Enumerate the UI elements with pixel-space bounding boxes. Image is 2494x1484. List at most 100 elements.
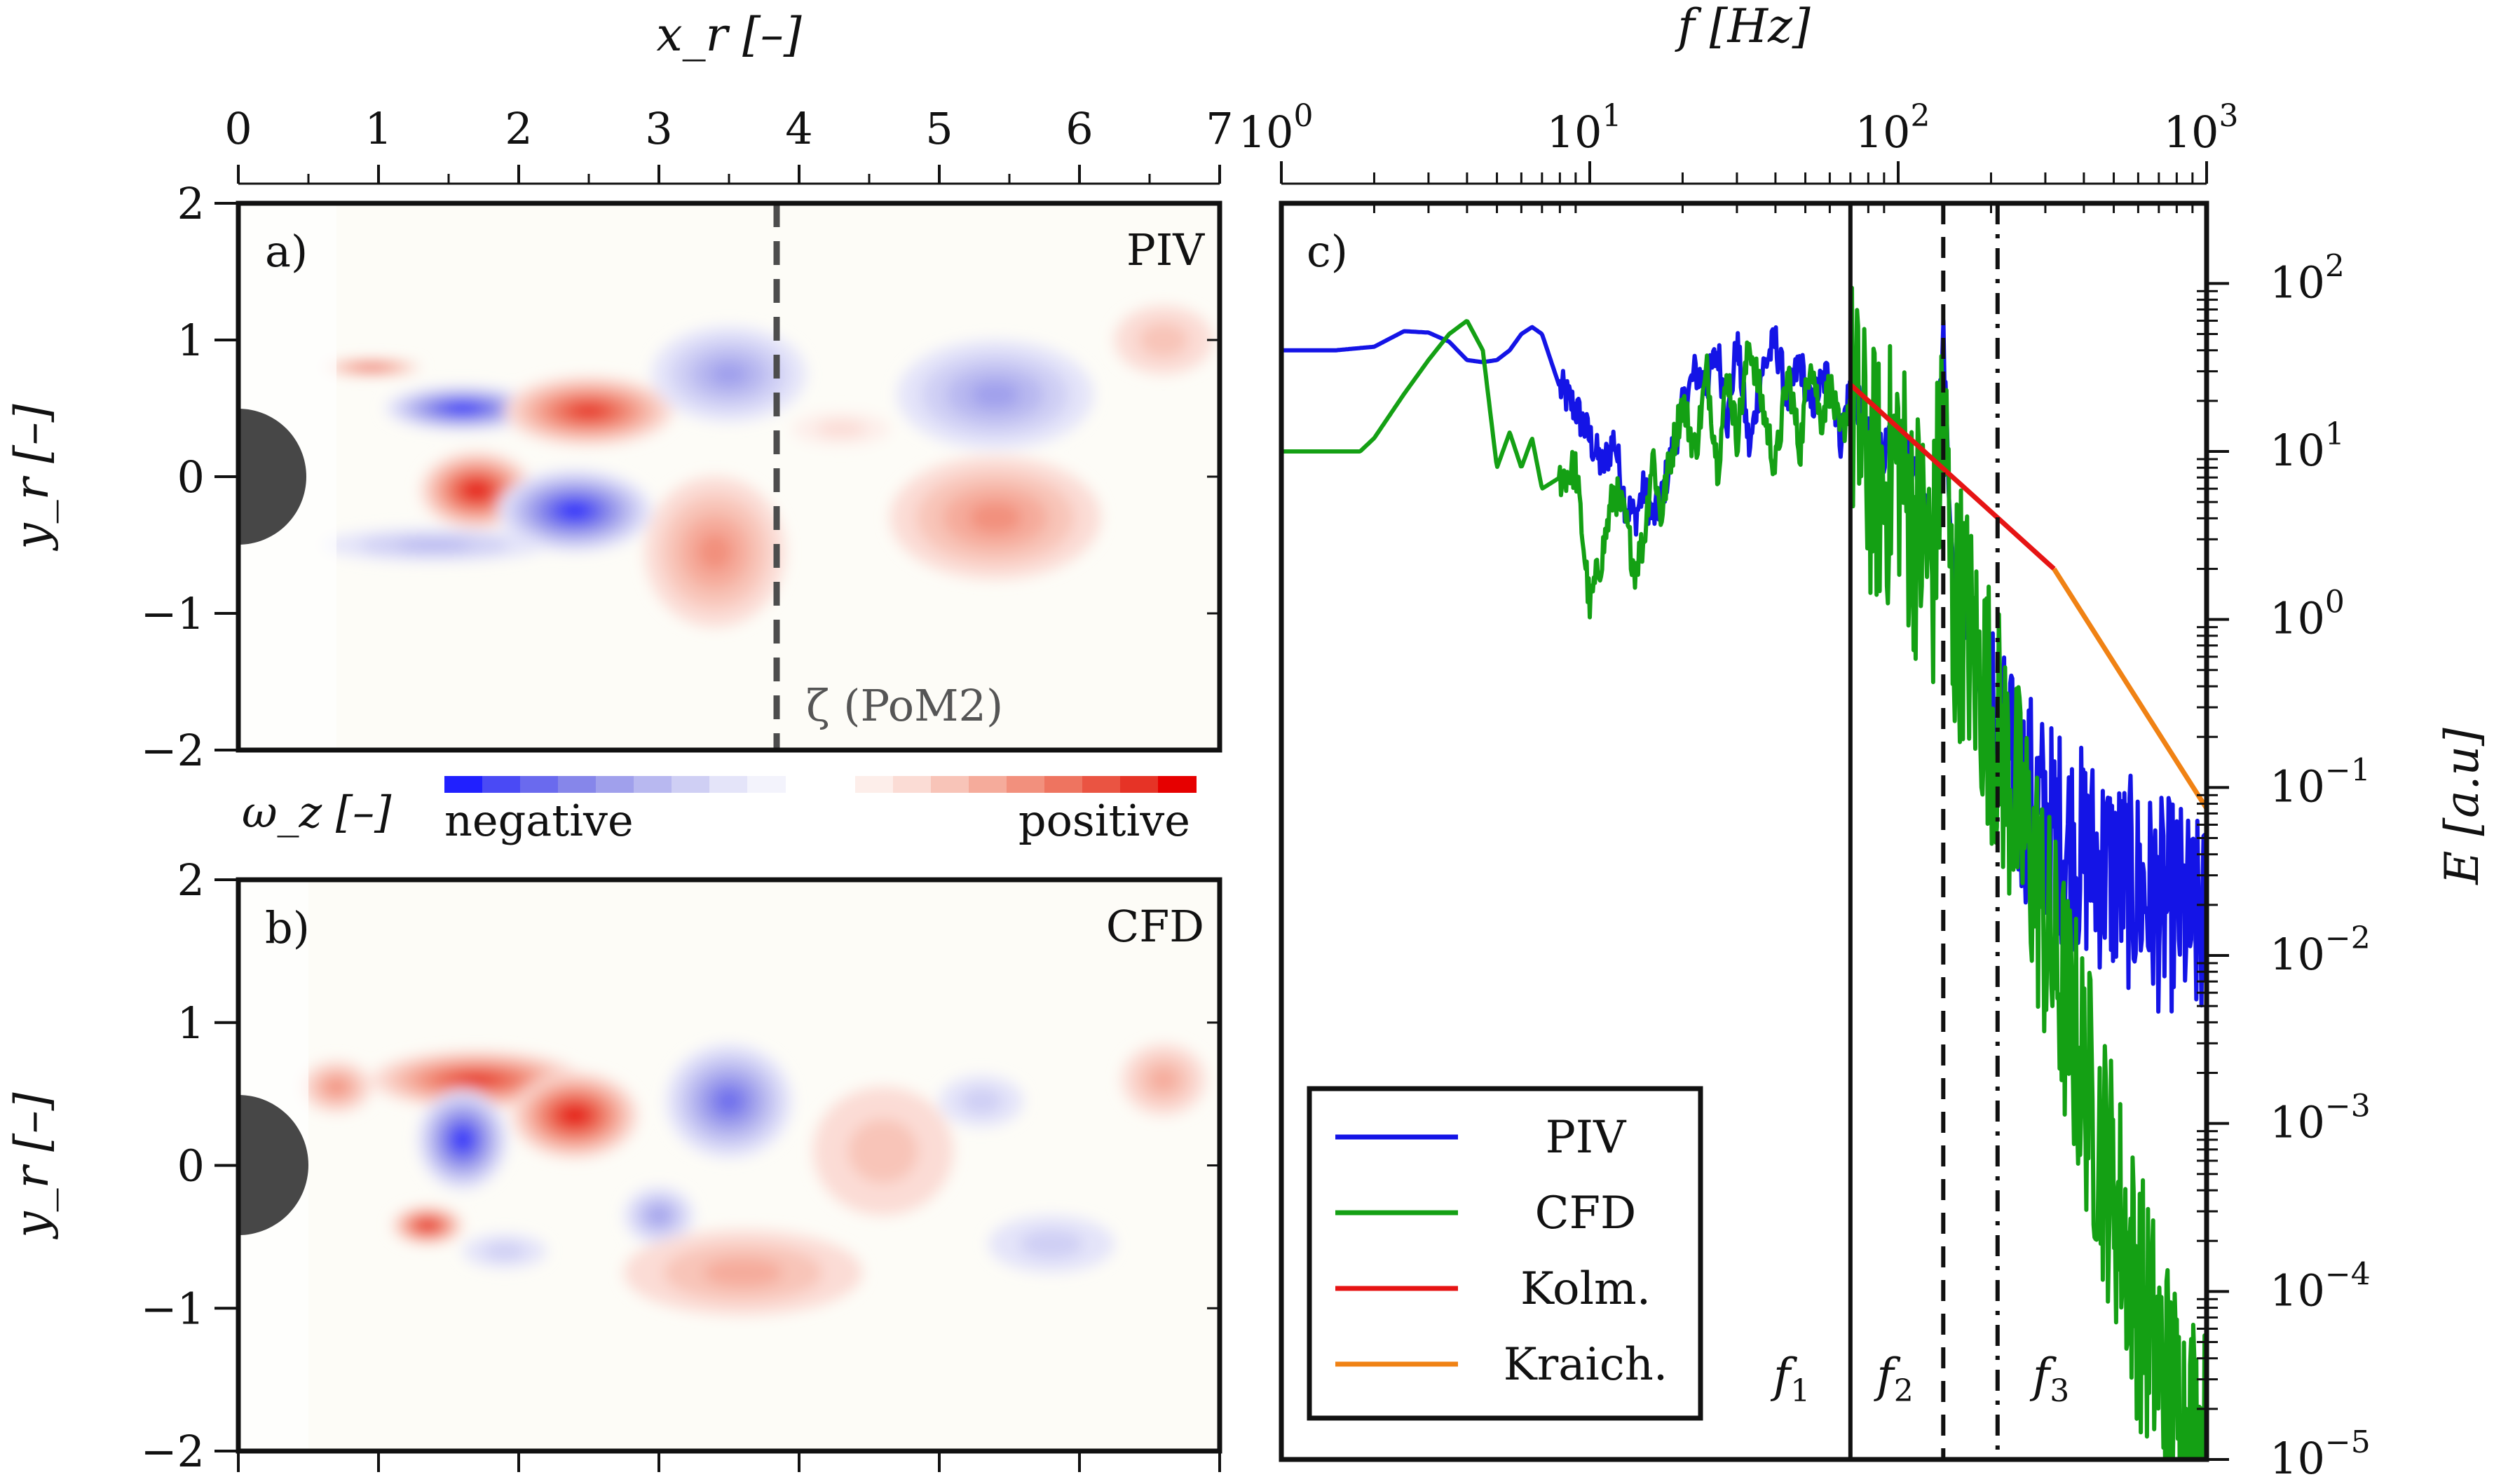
colorbar-swatch bbox=[855, 776, 894, 793]
panel-b-x-ticks bbox=[237, 1451, 1221, 1472]
colorbar-swatch bbox=[1044, 776, 1083, 793]
vortex-contour bbox=[327, 1080, 346, 1094]
x-tick-exponent: 1 bbox=[1602, 98, 1621, 134]
y-tick-label: −2 bbox=[141, 725, 205, 776]
y-tick-label: 2 bbox=[177, 178, 205, 229]
cylinder-a bbox=[238, 409, 306, 545]
vortex-contour bbox=[470, 485, 484, 496]
vortex-contour bbox=[848, 1119, 918, 1183]
spectrum-series bbox=[1281, 285, 2207, 1459]
colorbar-swatch bbox=[558, 776, 597, 793]
x-tick-label: 1 bbox=[364, 103, 392, 154]
x-tick-label: 3 bbox=[645, 103, 672, 154]
panel-a-y-label: y_r [–] bbox=[5, 404, 59, 552]
panel-a: 0 1 2 3 4 5 6 7 2 1 0 −1 −2 a) PIV ζ (PoM2) x_r [–]… bbox=[5, 8, 1234, 776]
panel-a-method: PIV bbox=[1126, 224, 1205, 275]
legend-label-kraich: Kraich. bbox=[1504, 1339, 1668, 1391]
panel-c-x-ticks: 100 101 102 103 bbox=[1239, 98, 2239, 213]
x-axis-label-top: x_r [–] bbox=[656, 8, 802, 62]
vortex-contour bbox=[718, 1091, 740, 1111]
colorbar-swatch bbox=[1082, 776, 1121, 793]
marker-f3-label: f3 bbox=[2029, 1349, 2069, 1409]
frequency-markers: f1 f2 f3 bbox=[1770, 203, 2069, 1459]
x-tick-label: 4 bbox=[785, 103, 812, 154]
y-tick-label: 10−4 bbox=[2270, 1256, 2371, 1316]
y-tick-label: 10−5 bbox=[2270, 1424, 2371, 1484]
series-cfd-line bbox=[1281, 285, 2207, 1459]
vortex-contour bbox=[969, 502, 1022, 533]
y-tick-label: 2 bbox=[177, 855, 205, 906]
vortex-contour bbox=[650, 1208, 668, 1223]
y-tick-label: 10−1 bbox=[2270, 752, 2371, 812]
x-tick-exponent: 0 bbox=[1293, 98, 1313, 134]
x-tick-label: 100 bbox=[1239, 98, 1314, 158]
panel-c-tag: c) bbox=[1307, 226, 1348, 277]
colorbar: ω_z [–] negative positive bbox=[242, 776, 1197, 846]
y-tick-label: 102 bbox=[2270, 248, 2345, 308]
y-tick-label: 1 bbox=[177, 998, 205, 1049]
panel-c-x-label: f [Hz] bbox=[1674, 0, 1810, 53]
vortex-contour bbox=[453, 405, 472, 411]
vortex-contour bbox=[461, 1075, 492, 1084]
y-tick-exponent: −3 bbox=[2325, 1089, 2371, 1124]
colorbar-positive-label: positive bbox=[1018, 795, 1190, 846]
colorbar-swatch bbox=[1158, 776, 1197, 793]
y-tick-label: 10−2 bbox=[2270, 920, 2371, 980]
vortex-contour bbox=[576, 406, 601, 416]
colorbar-swatch bbox=[1007, 776, 1045, 793]
colorbar-positive bbox=[855, 776, 1197, 793]
colorbar-label: ω_z [–] bbox=[242, 787, 392, 838]
x-tick-label: 2 bbox=[505, 103, 532, 154]
x-tick-exponent: 2 bbox=[1910, 98, 1930, 134]
panel-a-tag: a) bbox=[265, 226, 308, 277]
vortex-contour bbox=[709, 362, 749, 386]
panel-b-background bbox=[238, 880, 1220, 1451]
colorbar-swatch bbox=[672, 776, 710, 793]
vortex-contour bbox=[697, 533, 732, 571]
panel-a-contours bbox=[322, 306, 1213, 627]
colorbar-negative-label: negative bbox=[444, 795, 634, 846]
colorbar-swatch bbox=[893, 776, 932, 793]
y-tick-label: −1 bbox=[141, 588, 205, 639]
pom2-annotation: ζ (PoM2) bbox=[806, 680, 1003, 731]
vortex-contour bbox=[960, 1088, 1002, 1115]
x-tick-label: 0 bbox=[224, 103, 252, 154]
y-tick-label: 1 bbox=[177, 315, 205, 366]
legend: PIV CFD Kolm. Kraich. bbox=[1307, 1086, 1703, 1421]
y-tick-label: 0 bbox=[177, 1141, 205, 1192]
y-tick-exponent: 1 bbox=[2325, 416, 2345, 452]
x-tick-exponent: 3 bbox=[2219, 98, 2238, 134]
colorbar-swatch bbox=[747, 776, 786, 793]
panel-c-y-label: E [a.u] bbox=[2435, 728, 2489, 885]
y-tick-label: 0 bbox=[177, 451, 205, 503]
series-kraich-line bbox=[2052, 567, 2207, 810]
vortex-contour bbox=[1150, 1068, 1178, 1092]
y-tick-exponent: 0 bbox=[2325, 585, 2345, 620]
legend-label-cfd: CFD bbox=[1535, 1187, 1637, 1239]
colorbar-swatch bbox=[482, 776, 521, 793]
vortex-contour bbox=[566, 1110, 583, 1121]
x-tick-label: 102 bbox=[1855, 98, 1930, 158]
panel-b-y-label: y_r [–] bbox=[5, 1092, 59, 1240]
x-tick-label: 103 bbox=[2164, 98, 2239, 158]
vortex-contour bbox=[817, 421, 866, 437]
panel-c: f1 f2 f3 100 101 102 103 10210110010−110−210−… bbox=[1239, 0, 2489, 1484]
y-tick-exponent: −1 bbox=[2325, 752, 2371, 788]
panel-b-tag: b) bbox=[265, 902, 310, 953]
panel-a-y-ticks: 2 1 0 −1 −2 bbox=[141, 178, 1220, 776]
legend-label-kolm: Kolm. bbox=[1520, 1263, 1651, 1315]
vortex-contour bbox=[1020, 1230, 1083, 1258]
panel-b-y-ticks: 2 1 0 −1 −2 bbox=[141, 855, 1220, 1477]
marker-subscript: 1 bbox=[1790, 1373, 1810, 1409]
x-tick-label: 101 bbox=[1547, 98, 1622, 158]
x-tick-label: 5 bbox=[925, 103, 953, 154]
vortex-contour bbox=[484, 1242, 526, 1260]
y-tick-label: 101 bbox=[2270, 416, 2345, 476]
vortex-contour bbox=[457, 1133, 468, 1146]
panel-c-frame bbox=[1279, 200, 2209, 1462]
colorbar-swatch bbox=[634, 776, 672, 793]
marker-subscript: 3 bbox=[2050, 1373, 2069, 1409]
y-tick-exponent: 2 bbox=[2325, 248, 2345, 284]
vortex-contour bbox=[397, 539, 472, 551]
